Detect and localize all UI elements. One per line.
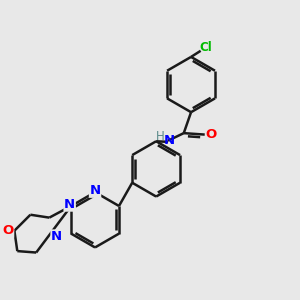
Text: H: H (156, 130, 165, 143)
Text: N: N (64, 198, 75, 211)
Text: O: O (2, 224, 14, 237)
Text: O: O (206, 128, 217, 141)
Text: N: N (51, 230, 62, 243)
Text: Cl: Cl (199, 41, 212, 54)
Text: N: N (164, 134, 175, 147)
Text: N: N (89, 184, 100, 197)
